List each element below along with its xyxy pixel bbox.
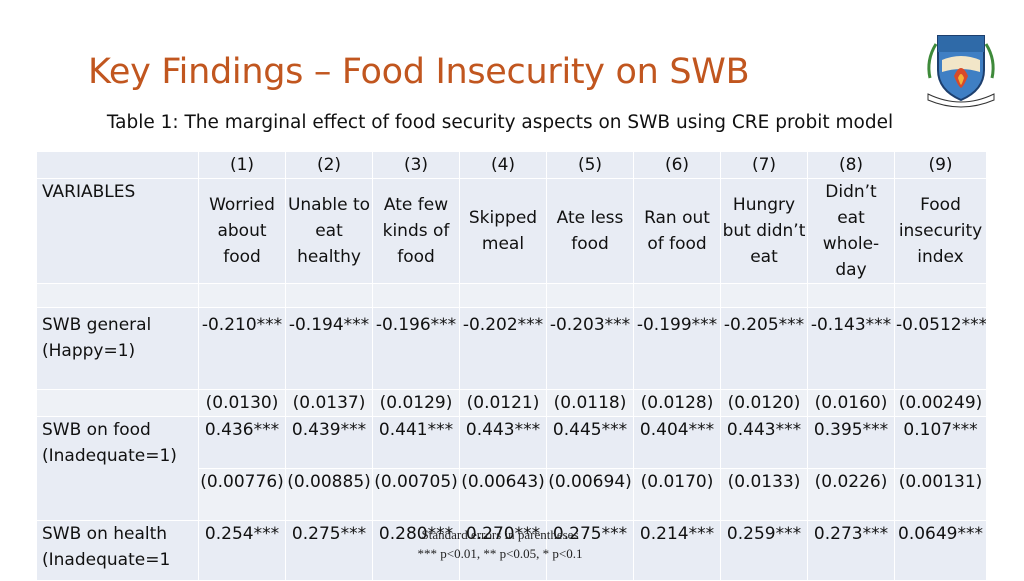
table-row-swb-general-se: (0.0130) (0.0137) (0.0129) (0.0121) (0.0… <box>36 389 987 417</box>
std-error-cell: (0.00705) <box>372 468 460 521</box>
std-error-cell: (0.0118) <box>546 389 634 417</box>
std-error-cell: (0.0128) <box>633 389 721 417</box>
column-number: (6) <box>633 151 721 179</box>
footnote-line: Standard errors in parentheses <box>421 527 579 542</box>
column-header: Worried about food <box>198 178 286 284</box>
column-number-row: (1) (2) (3) (4) (5) (6) (7) (8) (9) <box>36 151 987 179</box>
std-error-cell: (0.00776) <box>198 468 286 521</box>
column-number: (7) <box>720 151 808 179</box>
column-number: (3) <box>372 151 460 179</box>
column-header: Ate few kinds of food <box>372 178 460 284</box>
coefficient-cell: 0.436*** <box>198 416 286 469</box>
coefficient-cell: -0.196*** <box>372 307 460 390</box>
variables-label: VARIABLES <box>36 178 199 284</box>
std-error-cell: (0.0120) <box>720 389 808 417</box>
table-footnote: Standard errors in parentheses *** p<0.0… <box>395 525 605 563</box>
coefficient-cell: -0.202*** <box>459 307 547 390</box>
table-caption: Table 1: The marginal effect of food sec… <box>106 112 894 133</box>
coefficient-cell: 0.443*** <box>459 416 547 469</box>
std-error-cell: (0.0121) <box>459 389 547 417</box>
coefficient-cell: 0.443*** <box>720 416 808 469</box>
coefficient-cell: -0.210*** <box>198 307 286 390</box>
column-header: Ate less food <box>546 178 634 284</box>
std-error-cell: (0.0137) <box>285 389 373 417</box>
empty-cell <box>36 151 199 179</box>
coefficient-cell: 0.273*** <box>807 520 895 581</box>
coefficient-cell: 0.254*** <box>198 520 286 581</box>
coefficient-cell: 0.0649*** <box>894 520 987 581</box>
table-row-swb-food: SWB on food (Inadequate=1) 0.436*** 0.43… <box>36 416 987 521</box>
coefficient-cell: 0.395*** <box>807 416 895 469</box>
std-error-cell: (0.0130) <box>198 389 286 417</box>
coefficient-cell: 0.270*** <box>459 520 547 581</box>
coefficient-cell: 0.107*** <box>894 416 987 469</box>
coefficient-cell: -0.205*** <box>720 307 808 390</box>
coefficient-cell: 0.404*** <box>633 416 721 469</box>
coefficient-cell: 0.280*** <box>372 520 460 581</box>
column-number: (2) <box>285 151 373 179</box>
coefficient-cell: 0.441*** <box>372 416 460 469</box>
column-number: (5) <box>546 151 634 179</box>
std-error-cell: (0.00694) <box>546 468 634 521</box>
coefficient-cell: 0.259*** <box>720 520 808 581</box>
spacer-row <box>36 283 987 308</box>
column-number: (8) <box>807 151 895 179</box>
std-error-cell: (0.00885) <box>285 468 373 521</box>
std-error-cell: (0.0129) <box>372 389 460 417</box>
column-number: (1) <box>198 151 286 179</box>
coefficient-cell: -0.0512*** <box>894 307 987 390</box>
coefficient-cell: 0.439*** <box>285 416 373 469</box>
std-error-cell: (0.0170) <box>633 468 721 521</box>
column-header: Didn’t eat whole-day <box>807 178 895 284</box>
column-header: Ran out of food <box>633 178 721 284</box>
table-row-swb-food-se: (0.00776) (0.00885) (0.00705) (0.00643) … <box>37 468 987 521</box>
column-header: Unable to eat healthy <box>285 178 373 284</box>
row-label: SWB general (Happy=1) <box>36 307 199 390</box>
slide-title: Key Findings – Food Insecurity on SWB <box>88 52 750 92</box>
column-number: (9) <box>894 151 987 179</box>
coefficient-cell: -0.199*** <box>633 307 721 390</box>
footnote-line: *** p<0.01, ** p<0.05, * p<0.1 <box>417 546 583 561</box>
std-error-cell: (0.00643) <box>459 468 547 521</box>
coefficient-cell: -0.203*** <box>546 307 634 390</box>
column-header-row: VARIABLES Worried about food Unable to e… <box>36 178 987 284</box>
university-crest-logo <box>927 35 995 108</box>
column-number: (4) <box>459 151 547 179</box>
results-table: (1) (2) (3) (4) (5) (6) (7) (8) (9) VARI… <box>36 151 987 581</box>
table-row-swb-health: SWB on health (Inadequate=1 0.254*** 0.2… <box>36 520 987 581</box>
coefficient-cell: 0.214*** <box>633 520 721 581</box>
std-error-cell: (0.0133) <box>720 468 808 521</box>
row-label: SWB on food (Inadequate=1) <box>36 416 199 521</box>
std-error-cell: (0.00249) <box>894 389 987 417</box>
column-header: Food insecurity index <box>894 178 987 284</box>
coefficient-cell: -0.143*** <box>807 307 895 390</box>
coefficient-cell: 0.445*** <box>546 416 634 469</box>
std-error-cell: (0.0160) <box>807 389 895 417</box>
coefficient-cell: -0.194*** <box>285 307 373 390</box>
column-header: Skipped meal <box>459 178 547 284</box>
std-error-cell: (0.00131) <box>894 468 987 521</box>
table-row-swb-general: SWB general (Happy=1) -0.210*** -0.194**… <box>36 307 987 390</box>
column-header: Hungry but didn’t eat <box>720 178 808 284</box>
row-label: SWB on health (Inadequate=1 <box>36 520 199 581</box>
coefficient-cell: 0.275*** <box>285 520 373 581</box>
std-error-cell: (0.0226) <box>807 468 895 521</box>
